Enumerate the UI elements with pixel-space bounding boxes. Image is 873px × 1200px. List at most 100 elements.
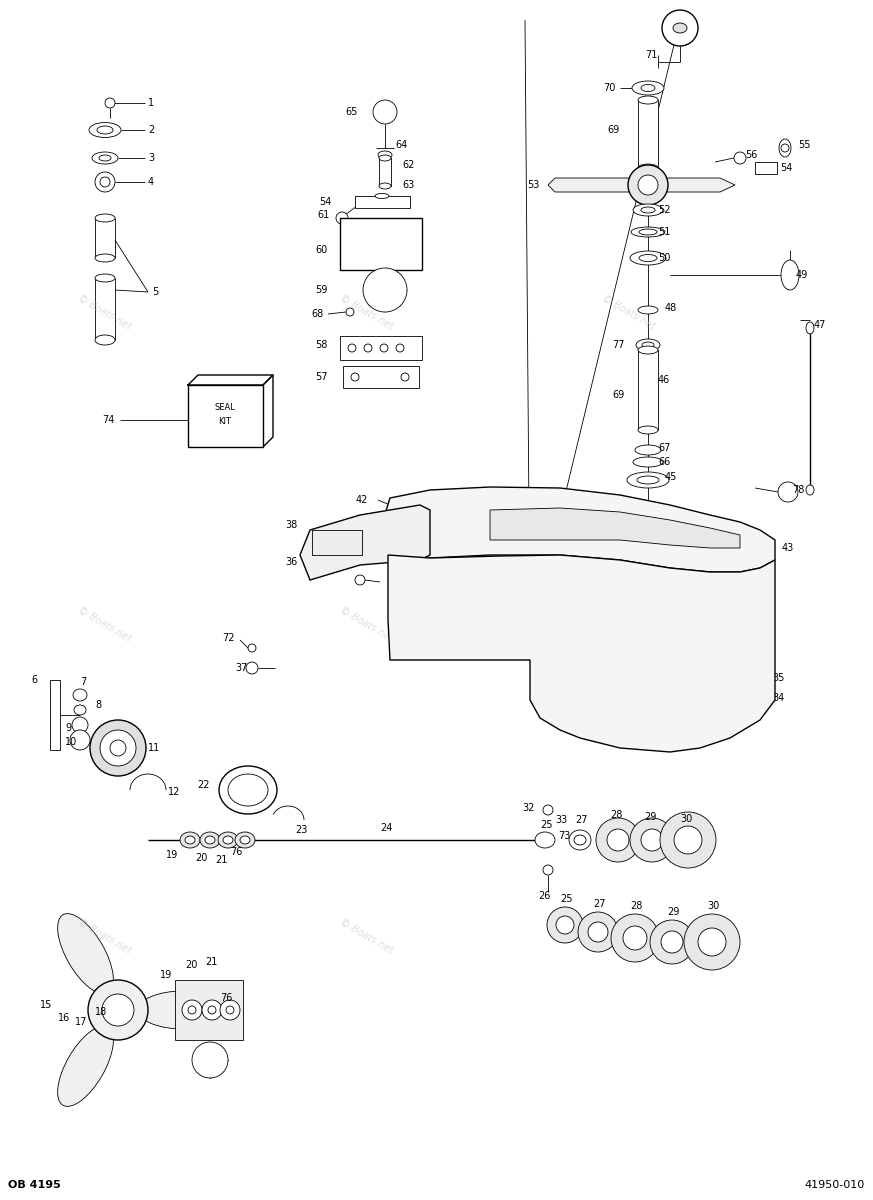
- Circle shape: [100, 176, 110, 187]
- Circle shape: [100, 730, 136, 766]
- Text: 41: 41: [462, 646, 474, 655]
- Circle shape: [638, 175, 658, 194]
- Ellipse shape: [218, 832, 238, 848]
- Text: 28: 28: [610, 810, 622, 820]
- Text: 3: 3: [148, 152, 155, 163]
- Circle shape: [728, 660, 768, 700]
- Circle shape: [336, 212, 348, 224]
- Text: 38: 38: [285, 520, 298, 530]
- Bar: [343, 366, 419, 388]
- Ellipse shape: [73, 689, 87, 701]
- Bar: [379, 158, 391, 186]
- Text: © Boats.net: © Boats.net: [76, 917, 134, 955]
- Ellipse shape: [642, 342, 654, 348]
- Text: 22: 22: [197, 780, 210, 790]
- Text: 57: 57: [315, 372, 328, 382]
- Ellipse shape: [611, 914, 659, 962]
- Text: 33: 33: [555, 815, 567, 826]
- Text: 27: 27: [593, 899, 606, 910]
- Text: 76: 76: [230, 847, 243, 857]
- Text: 49: 49: [796, 270, 808, 280]
- Ellipse shape: [638, 96, 658, 104]
- Text: 21: 21: [215, 854, 227, 865]
- Circle shape: [248, 644, 256, 652]
- Text: 17: 17: [75, 1018, 87, 1027]
- Ellipse shape: [379, 182, 391, 188]
- Text: 37: 37: [236, 662, 248, 673]
- Polygon shape: [380, 487, 775, 572]
- Ellipse shape: [639, 254, 657, 262]
- Text: © Boats.net: © Boats.net: [600, 605, 657, 643]
- Ellipse shape: [636, 338, 660, 350]
- Text: 60: 60: [316, 245, 328, 254]
- Polygon shape: [490, 508, 740, 548]
- Text: 36: 36: [285, 557, 298, 566]
- Text: 34: 34: [772, 692, 784, 703]
- Text: 67: 67: [658, 443, 670, 452]
- Ellipse shape: [228, 774, 268, 806]
- Circle shape: [346, 308, 354, 316]
- Ellipse shape: [607, 829, 629, 851]
- Text: OB 4195: OB 4195: [8, 1180, 61, 1190]
- Ellipse shape: [95, 274, 115, 282]
- Circle shape: [95, 172, 115, 192]
- Bar: [755, 162, 777, 174]
- Text: 61: 61: [318, 210, 330, 220]
- Circle shape: [628, 164, 668, 205]
- Text: 78: 78: [792, 485, 804, 494]
- Text: 64: 64: [395, 140, 407, 150]
- Circle shape: [653, 653, 663, 662]
- Circle shape: [246, 662, 258, 674]
- Ellipse shape: [205, 836, 215, 844]
- Ellipse shape: [806, 485, 814, 494]
- Bar: [355, 196, 410, 208]
- Circle shape: [90, 720, 146, 776]
- Circle shape: [543, 865, 553, 875]
- Text: © Boats.net: © Boats.net: [338, 293, 395, 331]
- Ellipse shape: [574, 835, 586, 845]
- Text: 63: 63: [402, 180, 415, 190]
- Text: 70: 70: [603, 83, 616, 92]
- Text: 47: 47: [814, 320, 827, 330]
- Text: 5: 5: [152, 287, 158, 296]
- Ellipse shape: [219, 766, 277, 814]
- Circle shape: [182, 1000, 202, 1020]
- Ellipse shape: [180, 832, 200, 848]
- Text: 20: 20: [185, 960, 197, 970]
- Circle shape: [364, 344, 372, 352]
- Ellipse shape: [632, 80, 664, 95]
- Text: 20: 20: [195, 853, 208, 863]
- Text: 10: 10: [65, 737, 77, 746]
- Text: 73: 73: [558, 830, 570, 841]
- Ellipse shape: [660, 812, 716, 868]
- Circle shape: [102, 994, 134, 1026]
- Ellipse shape: [641, 84, 655, 91]
- Text: 12: 12: [168, 787, 181, 797]
- Text: 55: 55: [798, 140, 810, 150]
- Circle shape: [418, 616, 426, 624]
- Bar: [638, 100, 658, 168]
- Bar: [638, 350, 658, 430]
- Ellipse shape: [547, 907, 583, 943]
- Text: 16: 16: [58, 1013, 70, 1022]
- Text: 72: 72: [223, 634, 235, 643]
- Ellipse shape: [627, 472, 669, 488]
- Text: 23: 23: [295, 826, 307, 835]
- Polygon shape: [548, 178, 735, 192]
- Text: © Boats.net: © Boats.net: [600, 293, 657, 331]
- Ellipse shape: [650, 920, 694, 964]
- Text: 7: 7: [80, 677, 86, 686]
- Polygon shape: [300, 505, 430, 580]
- Ellipse shape: [138, 991, 228, 1028]
- Ellipse shape: [633, 457, 663, 467]
- Ellipse shape: [623, 926, 647, 950]
- Circle shape: [396, 344, 404, 352]
- Text: 26: 26: [538, 890, 550, 901]
- Text: © Boats.net: © Boats.net: [338, 605, 395, 643]
- Text: 1: 1: [148, 98, 155, 108]
- Ellipse shape: [638, 346, 658, 354]
- Text: 46: 46: [658, 374, 670, 385]
- Ellipse shape: [806, 322, 814, 334]
- Text: 35: 35: [772, 673, 784, 683]
- Ellipse shape: [74, 704, 86, 715]
